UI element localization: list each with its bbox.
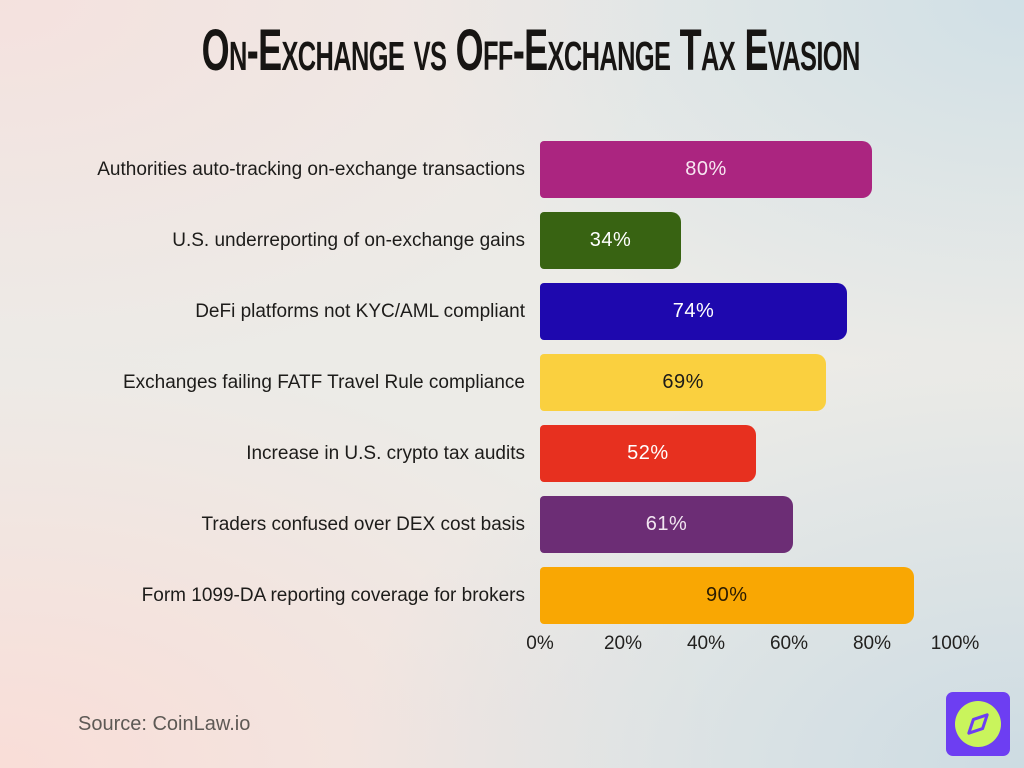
chart-title-container: On-Exchange vs Off-Exchange Tax Evasion: [0, 22, 1024, 80]
bar-value-label: 34%: [589, 229, 632, 251]
bar-track: 74%: [540, 283, 955, 340]
bar-track: 69%: [540, 354, 955, 411]
bar-label: DeFi platforms not KYC/AML compliant: [195, 300, 525, 322]
bar-value-label: 90%: [705, 584, 748, 606]
bar: 52%: [540, 425, 756, 482]
compass-needle-icon: [967, 713, 989, 735]
bar: 90%: [540, 567, 914, 624]
bar-value-label: 61%: [645, 513, 688, 535]
bar-label: Traders confused over DEX cost basis: [201, 513, 526, 535]
bar-label: Authorities auto-tracking on-exchange tr…: [97, 158, 525, 180]
chart-row: Form 1099-DA reporting coverage for brok…: [30, 567, 990, 624]
bar-track: 34%: [540, 212, 955, 269]
bar: 74%: [540, 283, 848, 340]
bar-track: 80%: [540, 141, 955, 198]
bar-value-label: 80%: [685, 158, 727, 180]
x-axis-tick-label: 0%: [526, 633, 554, 654]
x-axis-tick-label: 20%: [603, 633, 643, 654]
chart-row: Traders confused over DEX cost basis 61%: [30, 496, 990, 553]
bar: 80%: [540, 141, 872, 198]
bar-label: Exchanges failing FATF Travel Rule compl…: [123, 371, 525, 393]
bar-value-label: 69%: [662, 371, 704, 393]
x-axis-tick-label: 60%: [769, 633, 809, 654]
coinlaw-compass-logo: [946, 692, 1010, 756]
x-axis-tick-label: 80%: [852, 633, 892, 654]
bar-value-label: 52%: [627, 442, 669, 464]
x-axis-tick-label: 100%: [930, 633, 980, 654]
chart-row: Authorities auto-tracking on-exchange tr…: [30, 141, 990, 198]
source-text: Source: CoinLaw.io: [78, 713, 251, 735]
x-axis: 0% 20% 40% 60% 80% 100%: [526, 633, 979, 659]
bar-label: Increase in U.S. crypto tax audits: [246, 442, 525, 464]
chart-row: Exchanges failing FATF Travel Rule compl…: [30, 354, 990, 411]
bar-value-label: 74%: [672, 300, 715, 322]
chart-title: On-Exchange vs Off-Exchange Tax Evasion: [201, 18, 861, 83]
chart-row: Increase in U.S. crypto tax audits 52%: [30, 425, 990, 482]
chart-row: U.S. underreporting of on-exchange gains…: [30, 212, 990, 269]
bar-label: U.S. underreporting of on-exchange gains: [172, 229, 525, 251]
bar: 61%: [540, 496, 794, 553]
bar-chart: Authorities auto-tracking on-exchange tr…: [30, 141, 990, 638]
bar-track: 61%: [540, 496, 955, 553]
bar-track: 52%: [540, 425, 955, 482]
chart-row: DeFi platforms not KYC/AML compliant 74%: [30, 283, 990, 340]
bar: 69%: [540, 354, 827, 411]
bar-label: Form 1099-DA reporting coverage for brok…: [141, 584, 525, 606]
x-axis-tick-label: 40%: [686, 633, 726, 654]
bar: 34%: [540, 212, 682, 269]
bar-track: 90%: [540, 567, 955, 624]
